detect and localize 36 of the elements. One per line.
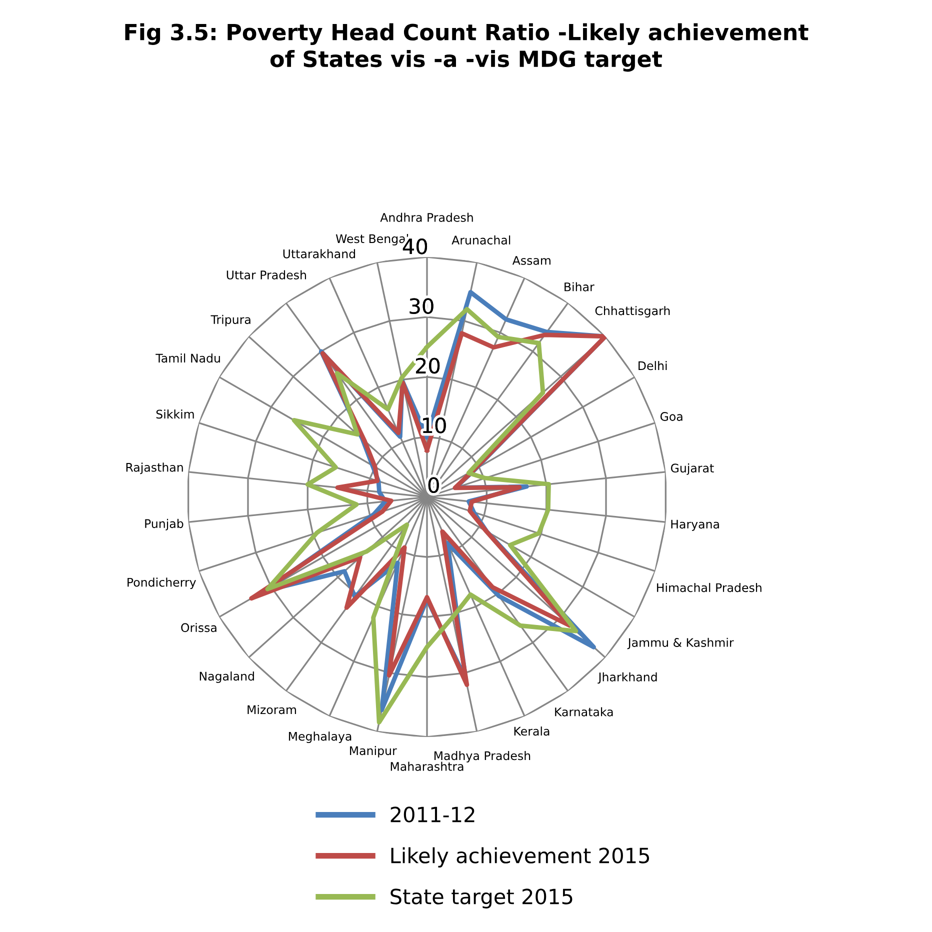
spoke-label: Gujarat [670, 463, 714, 475]
spoke-label: Tamil Nadu [156, 353, 220, 363]
spoke-label: Jammu & Kashmir [627, 638, 734, 650]
legend-label: State target 2015 [390, 888, 572, 908]
spoke-label: Karnataka [555, 707, 613, 716]
spoke-label: Mizoram [248, 704, 296, 714]
spoke-label: Kerala [514, 726, 550, 736]
spoke-label: Jharkhand [598, 672, 657, 684]
y-tick-label: 10 [423, 418, 446, 434]
spoke-label: Andhra Pradesh [380, 212, 473, 222]
spoke-label: Orissa [181, 622, 216, 632]
spoke-label: Assam [512, 256, 550, 265]
y-tick-label: 30 [410, 298, 434, 314]
spoke-label: Maharashtra [390, 762, 464, 771]
spoke-label: Delhi [638, 361, 667, 370]
spoke-label: Bihar [564, 282, 594, 292]
spoke-label: Uttar Pradesh [226, 270, 306, 280]
legend-label: Likely achievement 2015 [391, 847, 650, 868]
spoke-label: Sikkim [156, 409, 194, 419]
spoke-label: Manipur [350, 746, 397, 758]
spoke-label: Goa [660, 412, 682, 421]
y-tick-label: 20 [416, 358, 440, 374]
chart-title: Fig 3.5: Poverty Head Count Ratio -Likely achievement of States vis -a -vis MDG target [125, 23, 808, 72]
spoke-label: Himachal Pradesh [657, 582, 762, 592]
spoke-label: Uttarakhand [283, 249, 356, 258]
spoke-label: Rajasthan [126, 462, 183, 474]
spoke-label: Haryana [671, 520, 719, 531]
legend-label: 2011-12 [390, 806, 474, 822]
spoke-label: Arunachal [452, 235, 510, 245]
spoke-label: Punjab [145, 518, 184, 530]
spoke-label: Madhya Pradesh [434, 751, 530, 762]
spoke-label: Tripura [210, 314, 250, 326]
spoke-label: Pondicherry [128, 578, 196, 590]
spoke-label: Chhattisgarh [595, 306, 670, 318]
spoke-label: Nagaland [200, 671, 254, 683]
spoke-label: Meghalaya [288, 732, 352, 744]
